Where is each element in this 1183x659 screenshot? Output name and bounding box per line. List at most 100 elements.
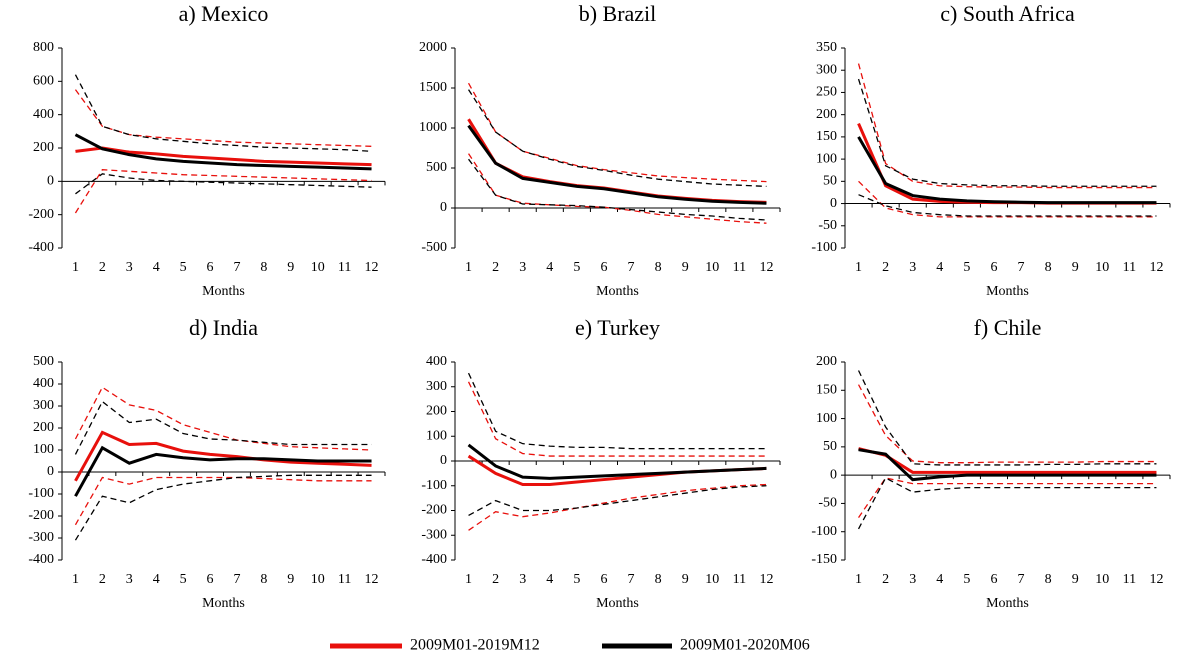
band-line bbox=[74, 89, 372, 147]
x-tick-label: 12 bbox=[759, 572, 773, 587]
x-tick-label: 12 bbox=[1149, 572, 1163, 587]
y-tick-label: 200 bbox=[426, 404, 447, 419]
x-tick-label: 9 bbox=[682, 260, 689, 275]
x-tick-label: 11 bbox=[1123, 572, 1136, 587]
y-tick-label: 0 bbox=[830, 467, 837, 482]
chart-title: c) South Africa bbox=[940, 1, 1075, 26]
x-tick-label: 5 bbox=[180, 572, 187, 587]
x-tick-label: 1 bbox=[465, 572, 472, 587]
y-tick-label: 2000 bbox=[419, 40, 447, 55]
y-tick-label: -50 bbox=[818, 218, 837, 233]
y-tick-label: 100 bbox=[816, 151, 837, 166]
x-tick-label: 10 bbox=[1095, 572, 1109, 587]
x-tick-label: 2 bbox=[99, 260, 106, 275]
y-tick-label: -100 bbox=[811, 240, 837, 255]
legend-label: 2009M01-2019M12 bbox=[410, 637, 540, 654]
x-tick-label: 11 bbox=[338, 260, 351, 275]
band-line bbox=[74, 386, 372, 451]
band-line bbox=[467, 89, 767, 188]
x-tick-label: 1 bbox=[72, 572, 79, 587]
x-tick-label: 4 bbox=[153, 572, 160, 587]
y-tick-label: 600 bbox=[33, 74, 54, 89]
y-tick-label: -200 bbox=[28, 508, 54, 523]
x-tick-label: 9 bbox=[287, 572, 294, 587]
x-axis-label: Months bbox=[986, 596, 1029, 611]
x-tick-label: 4 bbox=[936, 572, 943, 587]
x-tick-label: 1 bbox=[855, 572, 862, 587]
x-tick-label: 5 bbox=[573, 260, 580, 275]
y-tick-label: 100 bbox=[33, 442, 54, 457]
x-tick-label: 10 bbox=[705, 260, 719, 275]
x-tick-label: 7 bbox=[1018, 260, 1025, 275]
y-tick-label: 200 bbox=[33, 140, 54, 155]
y-tick-label: -300 bbox=[421, 527, 447, 542]
x-tick-label: 3 bbox=[909, 572, 916, 587]
x-tick-label: 3 bbox=[126, 572, 133, 587]
irf-line bbox=[74, 133, 372, 171]
band-line bbox=[858, 180, 1157, 218]
band-line bbox=[74, 168, 372, 214]
band-line bbox=[467, 372, 767, 450]
band-line bbox=[857, 370, 1157, 466]
y-tick-label: -100 bbox=[28, 486, 54, 501]
band-line bbox=[74, 476, 372, 526]
chart-title: a) Mexico bbox=[179, 1, 269, 26]
irf-line bbox=[74, 430, 372, 482]
y-tick-label: -500 bbox=[421, 240, 447, 255]
x-tick-label: 12 bbox=[1149, 260, 1163, 275]
y-tick-label: 300 bbox=[816, 62, 837, 77]
band-line bbox=[74, 474, 372, 541]
x-tick-label: 2 bbox=[99, 572, 106, 587]
y-tick-label: 200 bbox=[816, 354, 837, 369]
x-tick-label: 12 bbox=[365, 260, 379, 275]
band-line bbox=[858, 477, 1157, 518]
x-tick-label: 10 bbox=[311, 260, 325, 275]
x-tick-label: 9 bbox=[1072, 572, 1079, 587]
irf-line bbox=[467, 124, 767, 205]
x-axis-label: Months bbox=[202, 284, 245, 299]
x-tick-label: 8 bbox=[260, 260, 267, 275]
x-tick-label: 2 bbox=[492, 260, 499, 275]
x-tick-label: 8 bbox=[655, 572, 662, 587]
x-tick-label: 1 bbox=[465, 260, 472, 275]
band-line bbox=[467, 381, 767, 457]
band-line bbox=[75, 173, 372, 195]
x-tick-label: 1 bbox=[855, 260, 862, 275]
x-tick-label: 5 bbox=[963, 572, 970, 587]
x-tick-label: 1 bbox=[72, 260, 79, 275]
x-tick-label: 7 bbox=[628, 260, 635, 275]
band-line bbox=[467, 153, 767, 224]
x-tick-label: 8 bbox=[1045, 260, 1052, 275]
x-tick-label: 8 bbox=[655, 260, 662, 275]
x-tick-label: 12 bbox=[759, 260, 773, 275]
x-tick-label: 4 bbox=[546, 572, 553, 587]
y-tick-label: 400 bbox=[33, 376, 54, 391]
chart-title: d) India bbox=[189, 315, 258, 340]
y-tick-label: 0 bbox=[440, 453, 447, 468]
band-line bbox=[467, 82, 767, 183]
x-tick-label: 2 bbox=[492, 572, 499, 587]
y-tick-label: 150 bbox=[816, 383, 837, 398]
y-tick-label: -300 bbox=[28, 530, 54, 545]
y-tick-label: -150 bbox=[811, 552, 837, 567]
irf-line bbox=[858, 448, 1157, 482]
x-axis-label: Months bbox=[202, 596, 245, 611]
y-tick-label: 400 bbox=[33, 107, 54, 122]
x-tick-label: 3 bbox=[909, 260, 916, 275]
irf-line bbox=[857, 136, 1157, 205]
y-tick-label: -400 bbox=[28, 240, 54, 255]
y-tick-label: 0 bbox=[47, 464, 54, 479]
x-tick-label: 3 bbox=[126, 260, 133, 275]
y-tick-label: 100 bbox=[426, 428, 447, 443]
y-tick-label: 500 bbox=[426, 160, 447, 175]
x-tick-label: 6 bbox=[990, 572, 997, 587]
y-tick-label: -50 bbox=[818, 496, 837, 511]
x-tick-label: 7 bbox=[1018, 572, 1025, 587]
x-tick-label: 9 bbox=[1072, 260, 1079, 275]
x-tick-label: 9 bbox=[287, 260, 294, 275]
y-tick-label: -100 bbox=[421, 478, 447, 493]
y-tick-label: 50 bbox=[823, 174, 837, 189]
x-tick-label: 11 bbox=[1123, 260, 1136, 275]
x-axis-label: Months bbox=[986, 284, 1029, 299]
y-tick-label: 150 bbox=[816, 129, 837, 144]
